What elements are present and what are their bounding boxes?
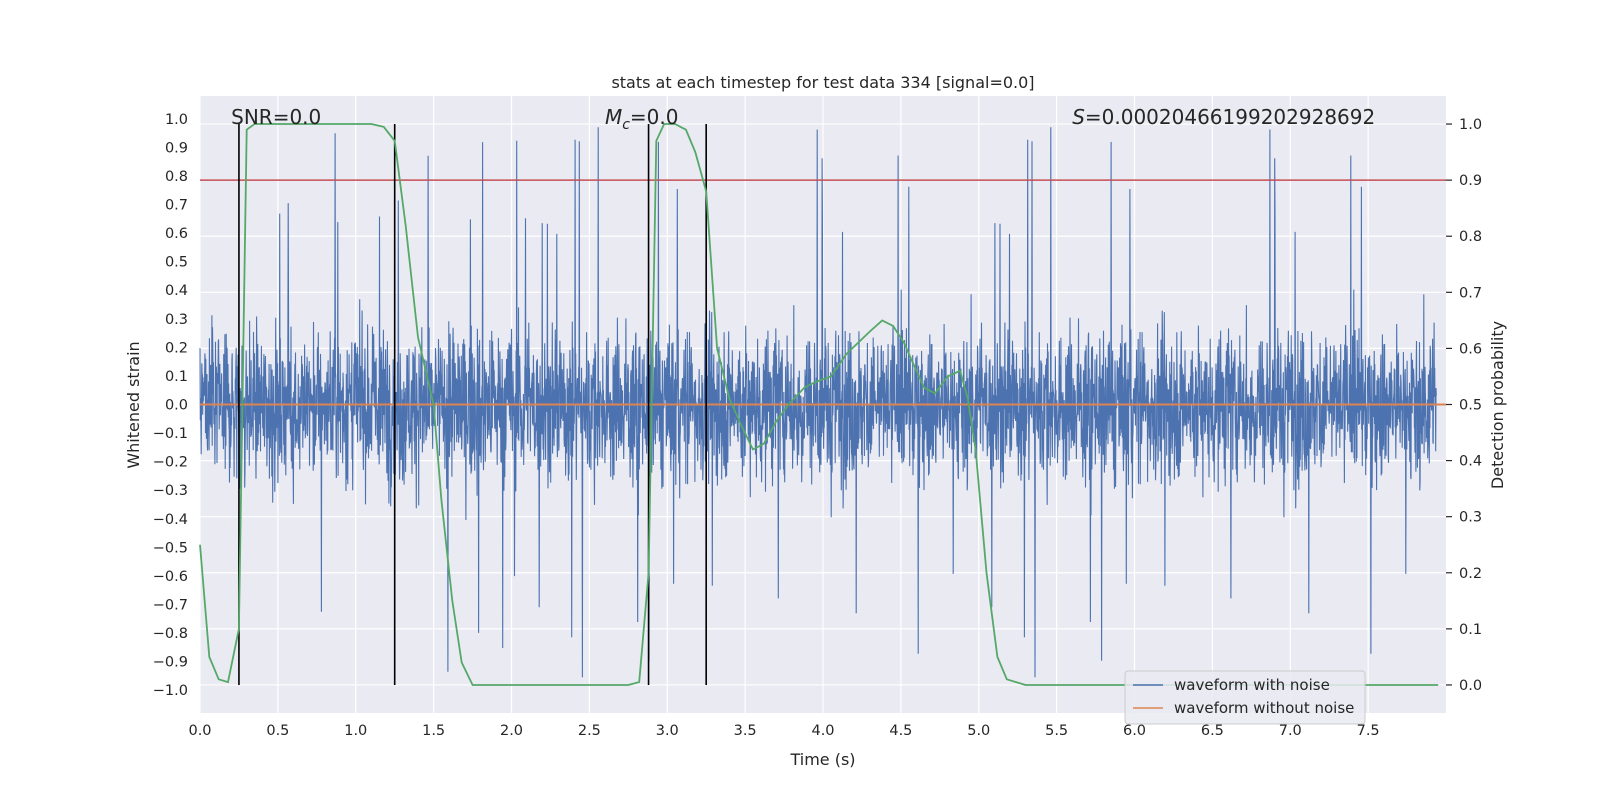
annotation-text: SNR=0.0 <box>231 105 321 129</box>
y-tick-label-left: −1.0 <box>153 683 188 699</box>
y-tick-label-left: −0.6 <box>153 569 188 585</box>
probability-line <box>199 123 1439 686</box>
annotations: SNR=0.0 Mc=0.0 S=0.00020466199202928692 <box>231 105 1375 133</box>
y-tick-label-left: −0.9 <box>153 655 188 671</box>
y-tick-label-left: −0.7 <box>153 597 188 613</box>
series-layer <box>199 123 1446 686</box>
y-tick-label-left: 0.0 <box>165 398 188 414</box>
y-tick-label-left: 0.1 <box>165 369 188 385</box>
y-tick-label-right: 0.6 <box>1459 341 1482 357</box>
x-axis-label: Time (s) <box>789 750 855 769</box>
y-tick-label-right: 0.7 <box>1459 285 1482 301</box>
y-axis-label-left: Whitened strain <box>124 341 143 468</box>
x-tick-label: 4.5 <box>889 723 912 739</box>
y-tick-label-right: 0.1 <box>1459 622 1482 638</box>
y-tick-label-right: 0.5 <box>1459 398 1482 414</box>
y-tick-label-right: 0.4 <box>1459 454 1482 470</box>
x-tick-label: 6.5 <box>1201 723 1224 739</box>
x-tick-label: 6.0 <box>1123 723 1146 739</box>
y-tick-label-left: 0.9 <box>165 140 188 156</box>
y-tick-label-left: −0.8 <box>153 626 188 642</box>
y-tick-label-left: −0.5 <box>153 540 188 556</box>
annotation-text: S=0.00020466199202928692 <box>1072 105 1375 129</box>
y-tick-label-left: 0.2 <box>165 340 188 356</box>
x-tick-label: 5.0 <box>967 723 990 739</box>
legend-label-noise: waveform with noise <box>1174 676 1330 694</box>
y-tick-label-left: 0.6 <box>165 226 188 242</box>
y-tick-label-left: −0.4 <box>153 512 188 528</box>
y-tick-label-right: 0.3 <box>1459 510 1482 526</box>
x-tick-label: 2.0 <box>500 723 523 739</box>
x-tick-label: 7.0 <box>1279 723 1302 739</box>
x-tick-label: 3.5 <box>734 723 757 739</box>
y-axis-label-right: Detection probability <box>1488 321 1507 489</box>
chart-title: stats at each timestep for test data 334… <box>611 73 1034 92</box>
y-tick-label-left: 0.4 <box>165 283 188 299</box>
y-tick-label-right: 0.2 <box>1459 566 1482 582</box>
y-tick-label-left: −0.2 <box>153 455 188 471</box>
y-tick-label-left: −0.1 <box>153 426 188 442</box>
y-tick-label-right: 0.9 <box>1459 173 1482 189</box>
y-tick-label-left: 0.5 <box>165 255 188 271</box>
noise-series-line <box>199 127 1437 678</box>
x-tick-label: 4.0 <box>811 723 834 739</box>
x-tick-label: 7.5 <box>1357 723 1380 739</box>
legend: waveform with noise waveform without noi… <box>1124 670 1366 725</box>
y-tick-label-left: 0.8 <box>165 169 188 185</box>
x-tick-label: 0.5 <box>266 723 289 739</box>
legend-label-clean: waveform without noise <box>1174 699 1354 717</box>
x-tick-label: 3.0 <box>656 723 679 739</box>
y-tick-label-left: 0.3 <box>165 312 188 328</box>
y-tick-label-left: 0.7 <box>165 198 188 214</box>
y-tick-label-right: 0.8 <box>1459 229 1482 245</box>
x-tick-label: 1.5 <box>422 723 445 739</box>
x-tick-label: 5.5 <box>1045 723 1068 739</box>
annotation-text: Mc=0.0 <box>605 105 679 133</box>
x-tick-label: 1.0 <box>344 723 367 739</box>
y-tick-label-left: 1.0 <box>165 112 188 128</box>
x-tick-label: 0.0 <box>188 723 211 739</box>
legend-box <box>1124 670 1366 725</box>
ticks-layer: 0.0 0.5 1.0 1.5 2.0 2.5 3.0 3.5 4.0 4.5 5.0 5.5 6.0 6… <box>153 112 1482 739</box>
x-tick-label: 2.5 <box>578 723 601 739</box>
y-tick-label-left: −0.3 <box>153 483 188 499</box>
y-tick-label-right: 1.0 <box>1459 117 1482 133</box>
y-tick-label-right: 0.0 <box>1459 678 1482 694</box>
